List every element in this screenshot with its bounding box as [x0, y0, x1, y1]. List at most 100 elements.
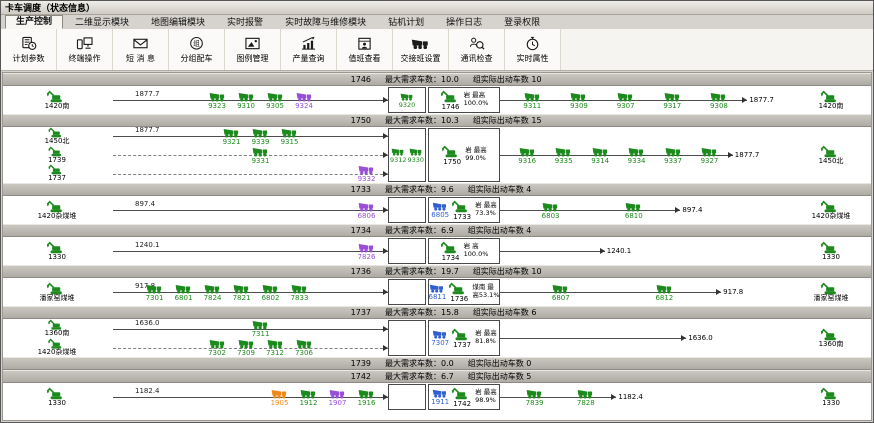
- truck-unit[interactable]: 7839: [525, 388, 544, 407]
- left-endpoint[interactable]: 1420杂煤堆: [3, 196, 111, 224]
- duty-view-button[interactable]: 值班查看: [337, 29, 393, 70]
- truck-unit[interactable]: 9308: [709, 91, 728, 110]
- truck-unit[interactable]: 9335: [554, 146, 573, 165]
- truck-unit[interactable]: 1912: [299, 388, 318, 407]
- menu-tab-2d-display-module[interactable]: 二维显示模块: [75, 18, 130, 28]
- shovel-unit[interactable]: 1734: [440, 241, 462, 262]
- menu-tab-production-control[interactable]: 生产控制: [5, 15, 64, 29]
- menu-tab-map-edit-module[interactable]: 地图编辑模块: [151, 18, 206, 28]
- comm-check-button[interactable]: 通讯检查: [449, 29, 505, 70]
- truck-unit[interactable]: 9312: [390, 147, 407, 164]
- left-endpoint[interactable]: 1450北: [3, 127, 111, 146]
- left-endpoint[interactable]: 1360南: [3, 319, 111, 338]
- left-endpoint[interactable]: 1330: [3, 237, 111, 265]
- menu-tab-drill-plan[interactable]: 钻机计划: [388, 18, 425, 28]
- queue-box[interactable]: [388, 279, 426, 305]
- truck-unit[interactable]: 7311: [251, 319, 270, 338]
- truck-unit[interactable]: 1911: [431, 388, 449, 406]
- truck-unit[interactable]: 9305: [266, 91, 285, 110]
- shovel-unit[interactable]: 1750: [441, 145, 463, 166]
- truck-unit[interactable]: 9330: [408, 147, 424, 164]
- menu-tab-fault-repair-module[interactable]: 实时故障与维修模块: [285, 18, 367, 28]
- truck-unit[interactable]: 6810: [624, 201, 643, 220]
- shovel-box[interactable]: 7307 1737 岩 最高 81.8%: [428, 320, 500, 356]
- shift-settings-button[interactable]: 交接班设置: [393, 29, 449, 70]
- shovel-unit[interactable]: 1746: [440, 90, 462, 111]
- truck-unit[interactable]: 6805: [431, 201, 449, 219]
- truck-unit[interactable]: 1916: [357, 388, 376, 407]
- truck-unit[interactable]: 6806: [357, 201, 376, 220]
- truck-unit[interactable]: 1905: [270, 388, 289, 407]
- queue-box[interactable]: 9312 9330: [388, 128, 426, 182]
- shovel-unit[interactable]: 1736: [448, 282, 470, 303]
- truck-unit[interactable]: 7301: [145, 283, 164, 302]
- truck-unit[interactable]: 7312: [266, 338, 285, 357]
- truck-unit[interactable]: 7309: [237, 338, 256, 357]
- short-message-button[interactable]: 短 消 息: [113, 29, 169, 70]
- truck-unit[interactable]: 9315: [280, 127, 299, 146]
- truck-unit[interactable]: 1907: [328, 388, 347, 407]
- queue-box[interactable]: [388, 384, 426, 410]
- truck-unit[interactable]: 6803: [541, 201, 560, 220]
- truck-unit[interactable]: 6801: [174, 283, 193, 302]
- truck-unit[interactable]: 7826: [357, 242, 376, 261]
- truck-unit[interactable]: 9323: [208, 91, 227, 110]
- truck-unit[interactable]: 6812: [655, 283, 674, 302]
- truck-unit[interactable]: 9320: [399, 92, 415, 109]
- truck-unit[interactable]: 7833: [290, 283, 309, 302]
- queue-box[interactable]: [388, 238, 426, 264]
- truck-unit[interactable]: 9309: [569, 91, 588, 110]
- truck-unit[interactable]: 6807: [551, 283, 570, 302]
- left-endpoint[interactable]: 潘家窑煤堆: [3, 278, 111, 306]
- shovel-box[interactable]: 1734 岩 高 100.0%: [428, 238, 500, 264]
- truck-unit[interactable]: 9310: [237, 91, 256, 110]
- truck-unit[interactable]: 7307: [431, 329, 449, 347]
- shovel-unit[interactable]: 1742: [451, 387, 473, 408]
- truck-unit[interactable]: 6811: [429, 283, 446, 301]
- truck-unit[interactable]: 7824: [203, 283, 222, 302]
- truck-unit[interactable]: 9331: [251, 146, 270, 165]
- right-endpoint[interactable]: 潘家窑煤堆: [777, 282, 871, 303]
- shovel-box[interactable]: 1746 岩 最高 100.0%: [428, 87, 500, 113]
- menu-tab-realtime-alarm[interactable]: 实时报警: [227, 18, 264, 28]
- queue-box[interactable]: 9320: [388, 87, 426, 113]
- queue-box[interactable]: [388, 197, 426, 223]
- group-assign-button[interactable]: 分组配车: [169, 29, 225, 70]
- truck-unit[interactable]: 9332: [357, 164, 376, 183]
- left-endpoint[interactable]: 1739: [3, 146, 111, 165]
- right-endpoint[interactable]: 1330: [777, 387, 871, 408]
- realtime-attr-button[interactable]: 实时属性: [505, 29, 561, 70]
- truck-unit[interactable]: 7302: [208, 338, 227, 357]
- shovel-box[interactable]: 6805 1733 岩 最高 73.3%: [428, 197, 500, 223]
- left-endpoint[interactable]: 1420杂煤堆: [3, 338, 111, 357]
- truck-unit[interactable]: 7306: [295, 338, 314, 357]
- output-query-button[interactable]: 产量查询: [281, 29, 337, 70]
- shovel-box[interactable]: 1750 岩 最高 99.0%: [428, 128, 500, 182]
- shovel-unit[interactable]: 1733: [451, 200, 473, 221]
- right-endpoint[interactable]: 1360南: [777, 328, 871, 349]
- truck-unit[interactable]: 7828: [576, 388, 595, 407]
- queue-box[interactable]: [388, 320, 426, 356]
- menu-tab-operation-log[interactable]: 操作日志: [446, 18, 483, 28]
- right-endpoint[interactable]: 1420南: [777, 90, 871, 111]
- shovel-box[interactable]: 1911 1742 岩 最高 98.9%: [428, 384, 500, 410]
- left-endpoint[interactable]: 1737: [3, 164, 111, 183]
- left-endpoint[interactable]: 1420南: [3, 86, 111, 114]
- truck-unit[interactable]: 9337: [664, 146, 683, 165]
- truck-unit[interactable]: 9317: [663, 91, 682, 110]
- truck-unit[interactable]: 9327: [700, 146, 719, 165]
- shovel-box[interactable]: 6811 1736 煤南 最高53.1%: [428, 279, 500, 305]
- right-endpoint[interactable]: 1330: [777, 241, 871, 262]
- truck-unit[interactable]: 9307: [616, 91, 635, 110]
- truck-unit[interactable]: 9334: [627, 146, 646, 165]
- right-endpoint[interactable]: 1420杂煤堆: [777, 200, 871, 221]
- shovel-unit[interactable]: 1737: [451, 328, 473, 349]
- legend-manage-button[interactable]: 图例管理: [225, 29, 281, 70]
- menu-tab-login-permission[interactable]: 登录权限: [504, 18, 541, 28]
- terminal-ops-button[interactable]: 终端操作: [57, 29, 113, 70]
- truck-unit[interactable]: 7821: [232, 283, 251, 302]
- truck-unit[interactable]: 9324: [295, 91, 314, 110]
- left-endpoint[interactable]: 1330: [3, 383, 111, 411]
- truck-unit[interactable]: 9321: [222, 127, 241, 146]
- right-endpoint[interactable]: 1450北: [777, 145, 871, 166]
